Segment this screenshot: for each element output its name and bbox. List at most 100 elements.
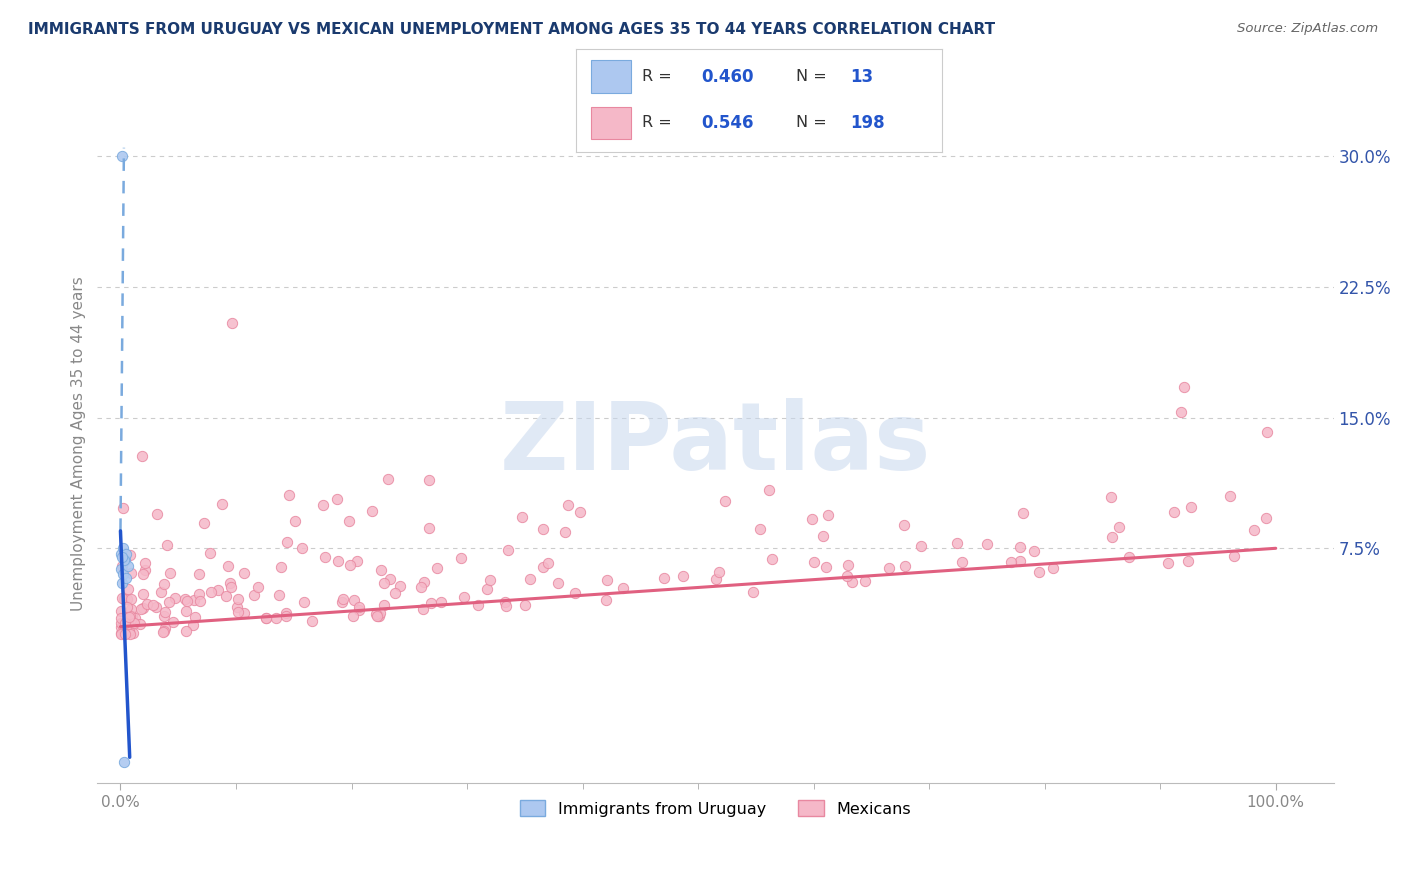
Text: 13: 13 [851,68,873,86]
Point [811,529,834,543]
Point [115,592,138,607]
Point [254,611,277,625]
Point [339,558,361,573]
Point [152,625,174,640]
Point [121,626,143,640]
Point [184,610,207,624]
Point [118,609,141,624]
Point [976,537,998,551]
Point [110,615,132,630]
Point [1219,489,1241,503]
Point [152,624,174,639]
Point [211,497,233,511]
Point [142,598,165,612]
Point [129,616,152,631]
Point [132,601,155,615]
Point [479,573,502,587]
Point [910,539,932,553]
Point [188,594,211,608]
Text: R =: R = [643,70,678,84]
Bar [591,106,631,139]
Point [267,588,290,602]
Point [120,627,142,641]
Point [835,569,858,583]
Point [510,510,533,524]
Point [367,608,389,623]
Point [531,559,554,574]
Point [1163,505,1185,519]
Point [453,591,475,605]
Point [174,591,197,606]
Point [950,555,973,569]
Point [893,517,915,532]
Point [193,516,215,530]
Point [531,522,554,536]
Point [547,575,569,590]
Point [377,472,399,486]
Point [181,618,204,632]
Point [266,611,288,625]
Point [221,316,243,330]
Point [124,611,146,625]
Point [114,615,136,630]
Point [384,586,406,600]
Point [112,756,135,770]
Point [146,507,169,521]
Point [117,617,139,632]
Point [270,560,292,574]
Point [118,624,141,639]
Point [837,558,859,573]
Point [378,572,401,586]
Point [188,587,211,601]
Point [367,609,389,624]
Point [326,491,349,506]
Point [946,536,969,550]
Point [595,593,617,607]
Point [1012,506,1035,520]
Point [713,494,735,508]
Point [1256,425,1278,439]
Point [330,595,353,609]
Point [226,592,249,607]
Point [183,593,205,607]
Point [110,611,132,625]
Point [370,564,392,578]
Point [124,615,146,630]
Text: 198: 198 [851,114,886,132]
Point [114,571,136,585]
Point [284,514,307,528]
Point [136,597,159,611]
Point [155,621,177,635]
Point [112,541,135,556]
Point [110,627,132,641]
Point [554,524,576,539]
Point [200,546,222,560]
Point [450,551,472,566]
Point [1000,555,1022,569]
Point [349,599,371,614]
Point [803,555,825,569]
Point [274,606,297,620]
Point [564,585,586,599]
Point [301,614,323,628]
Point [134,557,156,571]
Point [114,616,136,631]
Point [360,504,382,518]
Point [568,505,591,519]
Point [112,553,135,567]
Point [111,549,134,564]
Point [652,571,675,585]
Point [243,588,266,602]
Point [121,609,143,624]
Point [111,591,134,606]
Point [1118,549,1140,564]
Point [247,580,270,594]
Point [418,473,440,487]
Point [494,595,516,609]
Point [276,534,298,549]
Point [117,582,139,597]
Point [1243,523,1265,537]
Text: IMMIGRANTS FROM URUGUAY VS MEXICAN UNEMPLOYMENT AMONG AGES 35 TO 44 YEARS CORREL: IMMIGRANTS FROM URUGUAY VS MEXICAN UNEMP… [28,22,995,37]
Point [111,619,134,633]
Point [162,615,184,629]
